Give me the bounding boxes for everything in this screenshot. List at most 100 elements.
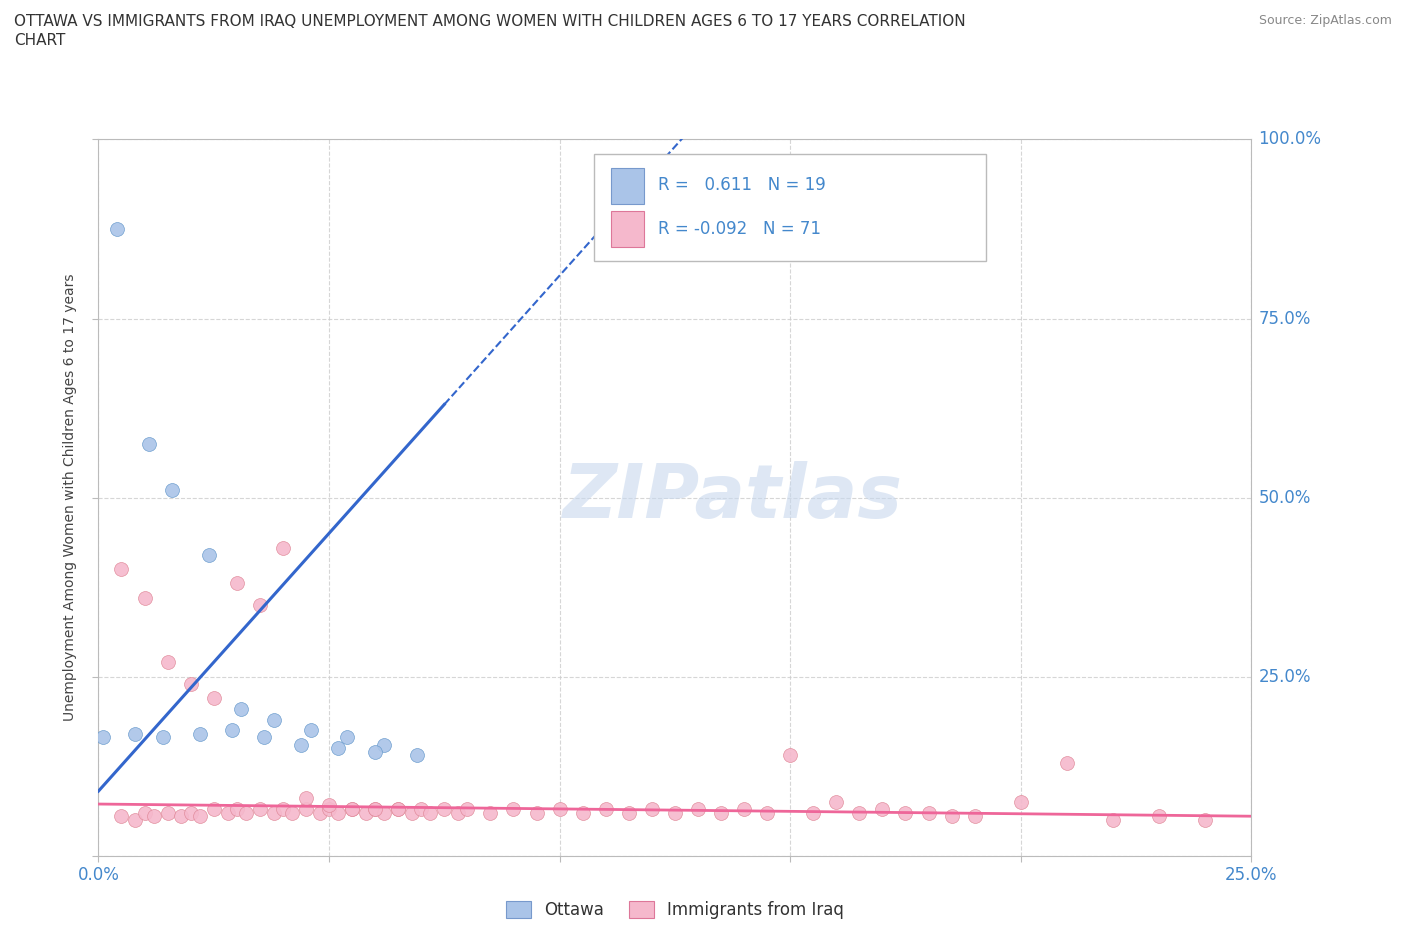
Point bbox=[710, 805, 733, 820]
Point bbox=[134, 591, 156, 605]
Point bbox=[456, 802, 478, 817]
Point bbox=[1102, 813, 1125, 828]
Text: Source: ZipAtlas.com: Source: ZipAtlas.com bbox=[1258, 14, 1392, 27]
Point bbox=[156, 655, 179, 670]
Point bbox=[664, 805, 686, 820]
Point bbox=[447, 805, 470, 820]
Point bbox=[1056, 755, 1078, 770]
Bar bbox=[612, 168, 644, 204]
Point bbox=[328, 740, 350, 755]
Point bbox=[202, 691, 225, 706]
Point bbox=[225, 802, 247, 817]
Point bbox=[941, 809, 963, 824]
Text: 100.0%: 100.0% bbox=[1258, 130, 1322, 149]
Point bbox=[188, 809, 211, 824]
Point bbox=[411, 802, 433, 817]
Point bbox=[249, 598, 271, 613]
Point bbox=[364, 802, 387, 817]
Point bbox=[202, 802, 225, 817]
Point bbox=[617, 805, 640, 820]
Text: OTTAWA VS IMMIGRANTS FROM IRAQ UNEMPLOYMENT AMONG WOMEN WITH CHILDREN AGES 6 TO : OTTAWA VS IMMIGRANTS FROM IRAQ UNEMPLOYM… bbox=[14, 14, 966, 29]
Point bbox=[825, 794, 848, 809]
Text: 75.0%: 75.0% bbox=[1258, 310, 1310, 327]
Point bbox=[110, 809, 132, 824]
Point bbox=[235, 805, 257, 820]
Point bbox=[364, 802, 387, 817]
Point bbox=[253, 730, 276, 745]
Point bbox=[1194, 813, 1216, 828]
Text: R = -0.092   N = 71: R = -0.092 N = 71 bbox=[658, 220, 821, 238]
Point bbox=[387, 802, 409, 817]
Legend: Ottawa, Immigrants from Iraq: Ottawa, Immigrants from Iraq bbox=[499, 895, 851, 926]
Point bbox=[198, 548, 221, 563]
Point bbox=[295, 802, 318, 817]
Point bbox=[963, 809, 986, 824]
Point bbox=[295, 790, 318, 805]
Point bbox=[872, 802, 894, 817]
Point bbox=[271, 540, 294, 555]
Point bbox=[779, 748, 801, 763]
Point bbox=[281, 805, 304, 820]
FancyBboxPatch shape bbox=[595, 153, 986, 261]
Point bbox=[387, 802, 409, 817]
Point bbox=[401, 805, 423, 820]
Point bbox=[221, 723, 243, 737]
Point bbox=[271, 802, 294, 817]
Point bbox=[91, 730, 114, 745]
Point bbox=[548, 802, 571, 817]
Point bbox=[526, 805, 548, 820]
Point bbox=[328, 805, 350, 820]
Point bbox=[299, 723, 322, 737]
Point bbox=[354, 805, 377, 820]
Point bbox=[142, 809, 165, 824]
Text: 25.0%: 25.0% bbox=[1258, 668, 1310, 685]
Point bbox=[124, 813, 146, 828]
Text: ZIPatlas: ZIPatlas bbox=[562, 461, 903, 534]
Point bbox=[373, 805, 395, 820]
Point bbox=[134, 805, 156, 820]
Text: CHART: CHART bbox=[14, 33, 66, 47]
Point bbox=[170, 809, 193, 824]
Point bbox=[318, 802, 340, 817]
Point bbox=[188, 726, 211, 741]
Point bbox=[263, 805, 285, 820]
Point bbox=[1147, 809, 1170, 824]
Point bbox=[502, 802, 524, 817]
Point bbox=[318, 798, 340, 813]
Point bbox=[340, 802, 363, 817]
Point bbox=[373, 737, 395, 752]
Point bbox=[595, 802, 617, 817]
Point bbox=[733, 802, 755, 817]
Point bbox=[249, 802, 271, 817]
Point bbox=[308, 805, 330, 820]
Point bbox=[405, 748, 427, 763]
Point bbox=[263, 712, 285, 727]
Point bbox=[217, 805, 239, 820]
Point bbox=[110, 562, 132, 577]
Point bbox=[433, 802, 456, 817]
Text: 50.0%: 50.0% bbox=[1258, 488, 1310, 507]
Bar bbox=[612, 211, 644, 247]
Point bbox=[336, 730, 359, 745]
Point bbox=[364, 744, 387, 759]
Text: R =   0.611   N = 19: R = 0.611 N = 19 bbox=[658, 176, 825, 193]
Point bbox=[225, 576, 247, 591]
Point bbox=[756, 805, 779, 820]
Point bbox=[894, 805, 917, 820]
Point bbox=[180, 805, 202, 820]
Point bbox=[340, 802, 363, 817]
Point bbox=[1010, 794, 1032, 809]
Point bbox=[917, 805, 939, 820]
Point bbox=[479, 805, 502, 820]
Point bbox=[156, 805, 179, 820]
Point bbox=[160, 483, 183, 498]
Point bbox=[138, 436, 160, 451]
Point bbox=[801, 805, 824, 820]
Point bbox=[231, 701, 253, 716]
Y-axis label: Unemployment Among Women with Children Ages 6 to 17 years: Unemployment Among Women with Children A… bbox=[63, 273, 77, 722]
Point bbox=[152, 730, 174, 745]
Point bbox=[419, 805, 441, 820]
Point bbox=[686, 802, 709, 817]
Point bbox=[124, 726, 146, 741]
Point bbox=[848, 805, 870, 820]
